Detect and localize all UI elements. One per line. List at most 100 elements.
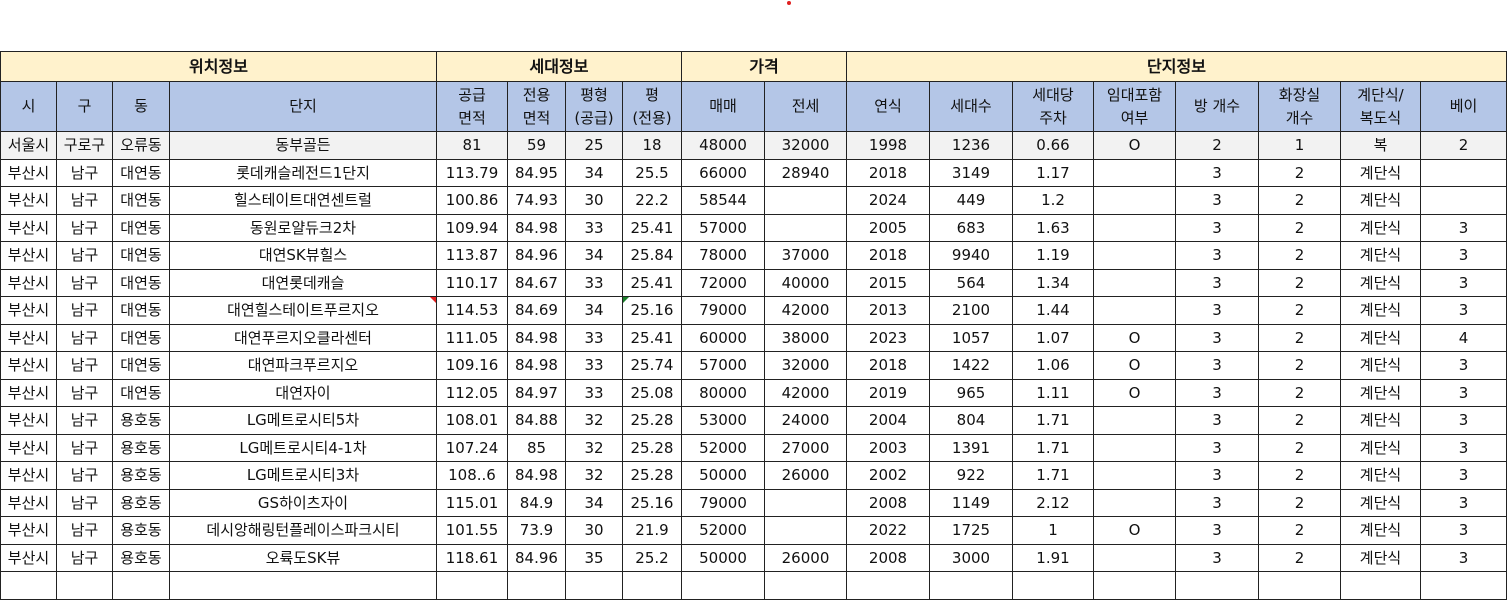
cell[interactable]: 42000 bbox=[764, 378, 847, 407]
cell[interactable]: 84.96 bbox=[507, 543, 566, 572]
cell[interactable]: 2 bbox=[1258, 241, 1341, 270]
cell[interactable]: 계단식 bbox=[1340, 241, 1421, 270]
cell[interactable]: 113.87 bbox=[436, 241, 508, 270]
cell[interactable]: 대연동 bbox=[112, 241, 170, 270]
cell[interactable]: 1 bbox=[1012, 516, 1094, 545]
spreadsheet-table[interactable]: 위치정보 세대정보 가격 단지정보 시 구 동 단지 공급 면적 전용 면적 평형 (공급) 평 (전… bbox=[0, 51, 1507, 600]
column-header[interactable]: 베이 bbox=[1420, 81, 1507, 132]
cell[interactable]: 84.9 bbox=[507, 488, 566, 517]
cell[interactable]: 용호동 bbox=[112, 488, 170, 517]
cell[interactable]: LG메트로시티3차 bbox=[169, 461, 437, 490]
cell[interactable]: 계단식 bbox=[1340, 406, 1421, 435]
cell[interactable]: 계단식 bbox=[1340, 186, 1421, 215]
cell[interactable]: 3 bbox=[1175, 378, 1259, 407]
cell[interactable] bbox=[1093, 213, 1176, 242]
cell[interactable]: 대연동 bbox=[112, 186, 170, 215]
cell[interactable]: 2002 bbox=[846, 461, 930, 490]
cell[interactable]: 3 bbox=[1420, 488, 1507, 517]
cell[interactable]: 3 bbox=[1175, 296, 1259, 325]
cell[interactable]: 3 bbox=[1175, 158, 1259, 187]
cell[interactable]: 복 bbox=[1340, 131, 1421, 160]
cell[interactable]: 계단식 bbox=[1340, 323, 1421, 352]
cell[interactable] bbox=[1093, 158, 1176, 187]
cell[interactable]: 114.53 bbox=[436, 296, 508, 325]
cell[interactable]: 2 bbox=[1258, 186, 1341, 215]
cell[interactable]: 3 bbox=[1175, 213, 1259, 242]
cell[interactable] bbox=[1093, 406, 1176, 435]
cell[interactable]: 3 bbox=[1420, 268, 1507, 297]
cell[interactable]: 부산시 bbox=[0, 433, 57, 462]
cell[interactable]: 대연푸르지오클라센터 bbox=[169, 323, 437, 352]
cell[interactable]: 대연동 bbox=[112, 351, 170, 380]
cell[interactable]: 50000 bbox=[681, 461, 765, 490]
cell[interactable]: 108.01 bbox=[436, 406, 508, 435]
cell[interactable]: 3 bbox=[1175, 323, 1259, 352]
cell[interactable]: 112.05 bbox=[436, 378, 508, 407]
cell[interactable]: 53000 bbox=[681, 406, 765, 435]
group-complex[interactable]: 단지정보 bbox=[846, 51, 1507, 82]
cell[interactable]: 3 bbox=[1175, 543, 1259, 572]
cell[interactable]: 25.08 bbox=[622, 378, 682, 407]
cell[interactable]: 부산시 bbox=[0, 351, 57, 380]
cell[interactable]: 2 bbox=[1258, 433, 1341, 462]
cell[interactable]: 26000 bbox=[764, 543, 847, 572]
cell[interactable]: 3 bbox=[1420, 241, 1507, 270]
cell[interactable]: 32 bbox=[565, 461, 623, 490]
cell[interactable]: 25.5 bbox=[622, 158, 682, 187]
cell[interactable]: 계단식 bbox=[1340, 488, 1421, 517]
cell[interactable]: 25.28 bbox=[622, 461, 682, 490]
cell[interactable] bbox=[764, 571, 847, 600]
cell[interactable]: 80000 bbox=[681, 378, 765, 407]
cell[interactable]: 107.24 bbox=[436, 433, 508, 462]
cell[interactable]: 3 bbox=[1420, 351, 1507, 380]
cell[interactable]: 84.98 bbox=[507, 351, 566, 380]
cell[interactable]: 25.28 bbox=[622, 433, 682, 462]
cell[interactable] bbox=[764, 488, 847, 517]
cell[interactable]: 101.55 bbox=[436, 516, 508, 545]
cell[interactable]: 2 bbox=[1258, 296, 1341, 325]
column-header[interactable]: 전용 면적 bbox=[507, 81, 566, 132]
cell[interactable]: 남구 bbox=[56, 516, 113, 545]
cell[interactable]: 부산시 bbox=[0, 268, 57, 297]
column-header[interactable]: 연식 bbox=[846, 81, 930, 132]
cell[interactable]: 40000 bbox=[764, 268, 847, 297]
cell[interactable]: 683 bbox=[929, 213, 1013, 242]
cell[interactable]: 남구 bbox=[56, 488, 113, 517]
cell[interactable]: 1057 bbox=[929, 323, 1013, 352]
cell[interactable]: 2.12 bbox=[1012, 488, 1094, 517]
cell[interactable]: 남구 bbox=[56, 268, 113, 297]
cell[interactable] bbox=[1093, 461, 1176, 490]
cell[interactable]: 남구 bbox=[56, 351, 113, 380]
cell[interactable] bbox=[1420, 186, 1507, 215]
cell[interactable]: 25.28 bbox=[622, 406, 682, 435]
cell[interactable]: 용호동 bbox=[112, 461, 170, 490]
cell[interactable]: 2 bbox=[1258, 158, 1341, 187]
cell[interactable]: 34 bbox=[565, 296, 623, 325]
cell[interactable]: 37000 bbox=[764, 241, 847, 270]
cell[interactable]: 1149 bbox=[929, 488, 1013, 517]
cell[interactable]: 1422 bbox=[929, 351, 1013, 380]
column-header[interactable]: 화장실 개수 bbox=[1258, 81, 1341, 132]
cell[interactable]: 계단식 bbox=[1340, 296, 1421, 325]
column-header[interactable]: 세대수 bbox=[929, 81, 1013, 132]
cell[interactable] bbox=[681, 571, 765, 600]
cell[interactable]: 1236 bbox=[929, 131, 1013, 160]
cell[interactable]: 동원로얄듀크2차 bbox=[169, 213, 437, 242]
cell[interactable]: 25.74 bbox=[622, 351, 682, 380]
cell[interactable]: 449 bbox=[929, 186, 1013, 215]
cell[interactable]: 3 bbox=[1420, 296, 1507, 325]
cell[interactable] bbox=[1258, 571, 1341, 600]
cell[interactable]: 38000 bbox=[764, 323, 847, 352]
cell[interactable]: 구로구 bbox=[56, 131, 113, 160]
cell[interactable] bbox=[1093, 268, 1176, 297]
cell[interactable]: 32 bbox=[565, 433, 623, 462]
cell[interactable]: 109.94 bbox=[436, 213, 508, 242]
cell[interactable]: 2 bbox=[1258, 516, 1341, 545]
cell[interactable]: 108..6 bbox=[436, 461, 508, 490]
cell[interactable]: 오류동 bbox=[112, 131, 170, 160]
cell[interactable]: 대연동 bbox=[112, 323, 170, 352]
cell[interactable]: 2003 bbox=[846, 433, 930, 462]
cell[interactable]: 42000 bbox=[764, 296, 847, 325]
column-header[interactable]: 동 bbox=[112, 81, 170, 132]
cell[interactable]: 2013 bbox=[846, 296, 930, 325]
